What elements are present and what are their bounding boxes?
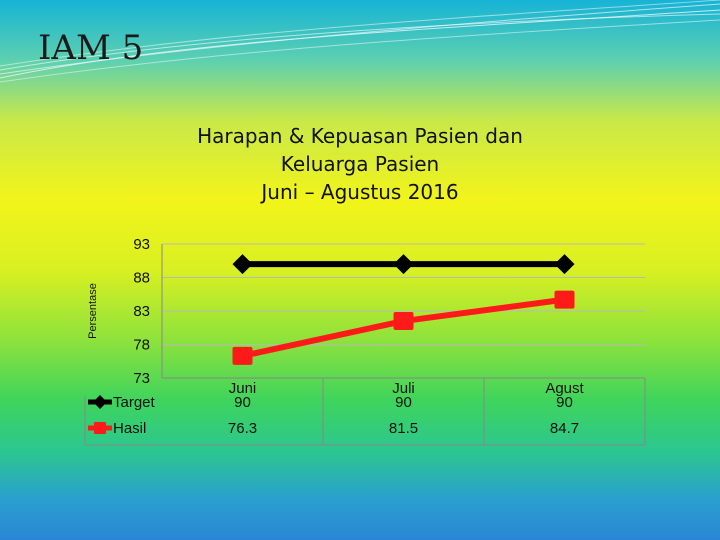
data-value-label: 90: [395, 394, 412, 411]
category-label: Agust: [545, 380, 584, 397]
data-value-label: 90: [556, 394, 573, 411]
legend-label-target: Target: [113, 394, 156, 411]
data-point-target: [554, 254, 575, 275]
chart-title: Harapan & Kepuasan Pasien dan Keluarga P…: [140, 122, 580, 206]
legend-key-marker: [94, 422, 106, 434]
legend-label-hasil: Hasil: [113, 420, 146, 437]
data-value-label: 81.5: [389, 420, 418, 437]
label-layer: 93 88 83 78 73 Persentase Juni Juli Agust Target 9…: [87, 236, 585, 437]
header-decoration: [0, 0, 720, 83]
y-tick-label: 78: [133, 337, 150, 354]
y-axis-label: Persentase: [87, 283, 99, 339]
chart-title-line-1: Harapan & Kepuasan Pasien dan: [197, 124, 523, 148]
category-label: Juni: [229, 380, 257, 397]
slide-title: IAM 5: [38, 28, 144, 68]
data-table: [84, 244, 646, 446]
y-tick-label: 88: [133, 270, 150, 287]
data-point-hasil: [393, 312, 414, 331]
legend-key-marker: [93, 395, 107, 409]
chart-title-line-2: Keluarga Pasien: [280, 152, 440, 176]
data-point-hasil: [232, 346, 253, 365]
y-tick-label: 93: [133, 236, 150, 253]
data-point-target: [232, 254, 253, 275]
data-point-hasil: [554, 290, 575, 309]
series-layer: [232, 254, 575, 365]
y-tick-label: 83: [133, 303, 150, 320]
data-value-label: 76.3: [228, 420, 257, 437]
data-value-label: 90: [234, 394, 251, 411]
y-tick-label: 73: [133, 370, 150, 387]
chart-title-line-3: Juni – Agustus 2016: [261, 180, 459, 204]
data-value-label: 84.7: [550, 420, 579, 437]
data-point-target: [393, 254, 414, 275]
category-label: Juli: [392, 380, 415, 397]
